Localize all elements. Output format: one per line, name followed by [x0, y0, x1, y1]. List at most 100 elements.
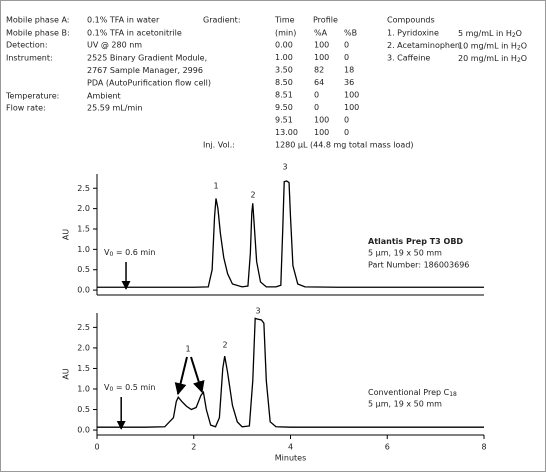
compound-amount: 20 mg/mL in H2O: [458, 54, 527, 64]
y-axis-label: AU: [62, 368, 71, 379]
y-tick-label: 1.0: [77, 384, 90, 393]
subscript: 0: [109, 386, 113, 393]
column-name: Conventional Prep C18: [368, 388, 457, 398]
text-part: O: [521, 41, 527, 50]
y-tick-label: 2.5: [77, 323, 90, 332]
text-part: = 0.5 min: [113, 383, 155, 392]
text-part: V: [104, 383, 110, 392]
y-tick-label: 0.0: [77, 426, 90, 435]
gradient-header: Time: [274, 16, 295, 25]
condition-label: Mobile phase A:: [6, 16, 70, 25]
gradient-cell: 0: [314, 91, 319, 100]
gradient-cell: 100: [314, 128, 329, 137]
subscript: 2: [517, 44, 521, 51]
subscript: 2: [512, 32, 516, 39]
peak-label: 2: [250, 191, 255, 200]
column-detail: Part Number: 186003696: [368, 261, 469, 270]
y-tick-label: 0.5: [77, 405, 90, 414]
gradient-cell: 100: [344, 103, 359, 112]
compound-name: 2. Acetaminophen: [387, 41, 460, 50]
compound-amount: 5 mg/mL in H2O: [458, 29, 522, 39]
gradient-header: Profile: [313, 16, 338, 25]
injection-value: 1280 µL (44.8 mg total mass load): [275, 141, 414, 150]
peak-label: 2: [222, 341, 227, 350]
compound-name: 1. Pyridoxine: [387, 29, 439, 38]
injection-label: Inj. Vol.:: [203, 141, 235, 150]
x-tick-label: 8: [481, 443, 486, 452]
gradient-cell: 18: [344, 66, 354, 75]
gradient-cell: 100: [314, 41, 329, 50]
gradient-cell: 0: [344, 41, 349, 50]
text-part: 20 mg/mL in H: [458, 54, 517, 63]
y-tick-label: 2.5: [77, 184, 90, 193]
condition-label: Instrument:: [6, 54, 53, 63]
gradient-cell: 0: [314, 103, 319, 112]
y-tick-label: 1.0: [77, 245, 90, 254]
x-axis-label: Minutes: [275, 454, 307, 463]
y-tick-label: 0.0: [77, 286, 90, 295]
x-tick-label: 6: [385, 443, 390, 452]
condition-value: 2767 Sample Manager, 2996: [87, 66, 203, 75]
text-part: 5 mg/mL in H: [458, 29, 512, 38]
gradient-cell: 0: [344, 53, 349, 62]
gradient-column: %A: [314, 29, 328, 38]
y-axis-label: AU: [62, 229, 71, 240]
void-label: V0 = 0.5 min: [104, 383, 155, 393]
gradient-cell: 100: [314, 116, 329, 125]
peak-label: 1: [213, 182, 218, 191]
text-part: = 0.6 min: [113, 248, 155, 257]
gradient-column: %B: [344, 29, 357, 38]
peak-label: 1: [185, 345, 190, 354]
gradient-cell: 100: [344, 91, 359, 100]
condition-value: 0.1% TFA in acetonitrile: [87, 29, 182, 38]
condition-value: 25.59 mL/min: [87, 104, 142, 113]
condition-value: UV @ 280 nm: [87, 41, 142, 50]
gradient-cell: 64: [314, 78, 324, 87]
subscript: 18: [449, 391, 457, 398]
trace: [97, 180, 484, 288]
trace: [97, 317, 484, 428]
gradient-cell: 8.50: [275, 78, 293, 87]
gradient-cell: 82: [314, 66, 324, 75]
condition-value: 2525 Binary Gradient Module,: [87, 54, 207, 63]
y-tick-label: 0.5: [77, 265, 90, 274]
condition-label: Flow rate:: [6, 104, 46, 113]
x-tick-label: 2: [191, 443, 196, 452]
gradient-cell: 8.51: [275, 91, 293, 100]
y-tick-label: 1.5: [77, 225, 90, 234]
y-tick-label: 2.0: [77, 204, 90, 213]
gradient-cell: 1.00: [275, 53, 293, 62]
void-label: V0 = 0.6 min: [104, 248, 155, 258]
condition-value: 0.1% TFA in water: [87, 16, 160, 25]
gradient-cell: 0: [344, 116, 349, 125]
compounds-title: Compounds: [387, 16, 435, 25]
x-tick-label: 4: [288, 443, 293, 452]
compound-name: 3. Caffeine: [387, 54, 430, 63]
peak-arrow: [190, 356, 205, 394]
gradient-cell: 9.50: [275, 103, 293, 112]
gradient-column: (min): [275, 29, 296, 38]
text-part: O: [521, 54, 527, 63]
gradient-cell: 3.50: [275, 66, 293, 75]
column-name: Atlantis Prep T3 OBD: [368, 237, 463, 246]
gradient-cell: 13.00: [275, 128, 298, 137]
condition-label: Mobile phase B:: [6, 29, 70, 38]
subscript: 2: [517, 57, 521, 64]
text-part: O: [516, 29, 522, 38]
condition-label: Temperature:: [5, 92, 59, 101]
column-detail: 5 µm, 19 x 50 mm: [368, 400, 442, 409]
peak-label: 3: [255, 307, 260, 316]
peak-arrow: [174, 356, 188, 396]
gradient-cell: 0: [344, 128, 349, 137]
text-part: 10 mg/mL in H: [458, 41, 517, 50]
gradient-cell: 0.00: [275, 41, 293, 50]
text-part: V: [104, 248, 110, 257]
y-tick-label: 1.5: [77, 364, 90, 373]
compound-amount: 10 mg/mL in H2O: [458, 41, 527, 51]
gradient-cell: 36: [344, 78, 354, 87]
y-tick-label: 2.0: [77, 343, 90, 352]
condition-value: Ambient: [87, 92, 121, 101]
condition-label: Detection:: [6, 41, 48, 50]
